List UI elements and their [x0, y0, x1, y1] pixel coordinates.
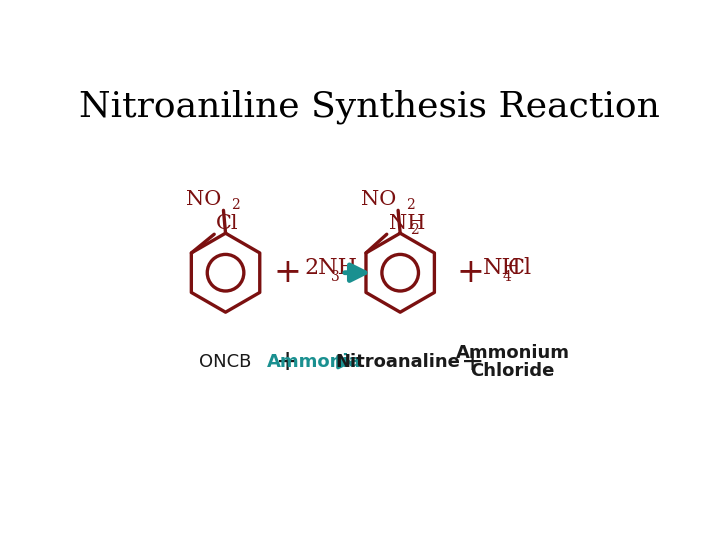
- Text: Ammonium: Ammonium: [456, 344, 570, 362]
- Text: +: +: [457, 256, 485, 289]
- Text: 3: 3: [330, 270, 340, 284]
- Text: 2: 2: [410, 222, 418, 237]
- Text: Nitroaniline Synthesis Reaction: Nitroaniline Synthesis Reaction: [78, 89, 660, 124]
- Text: NO: NO: [186, 190, 221, 209]
- Text: 4: 4: [503, 270, 512, 284]
- Text: 2: 2: [405, 198, 414, 212]
- Text: +: +: [462, 348, 485, 376]
- Text: +: +: [274, 256, 302, 289]
- Text: NH: NH: [389, 214, 426, 233]
- Text: Cl: Cl: [216, 214, 239, 233]
- Text: 2NH: 2NH: [305, 256, 358, 279]
- Text: Cl: Cl: [508, 256, 531, 279]
- Text: Chloride: Chloride: [470, 362, 554, 380]
- Text: ONCB: ONCB: [199, 353, 252, 371]
- Text: +: +: [276, 348, 300, 376]
- Text: Nitroanaline: Nitroanaline: [336, 353, 461, 371]
- Text: NO: NO: [361, 190, 396, 209]
- Text: NH: NH: [483, 256, 522, 279]
- Text: 2: 2: [231, 198, 240, 212]
- Text: Ammonia: Ammonia: [267, 353, 361, 371]
